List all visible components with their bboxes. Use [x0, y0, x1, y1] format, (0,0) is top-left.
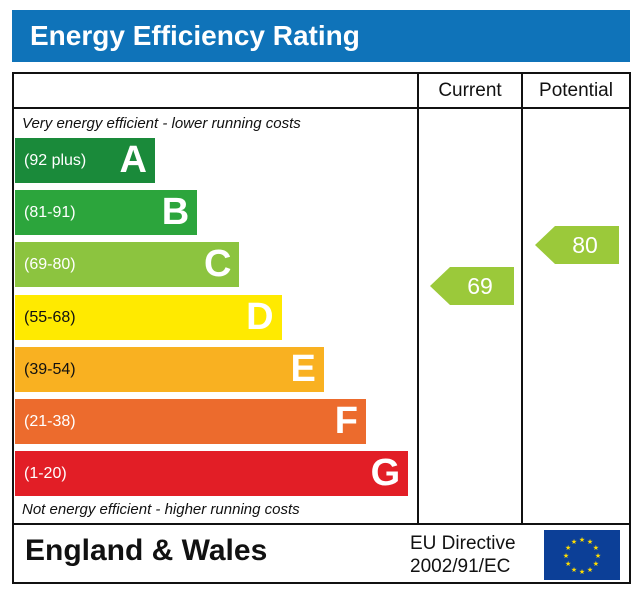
- band-letter: C: [203, 243, 232, 286]
- directive-line2: 2002/91/EC: [410, 556, 511, 577]
- band-letter: G: [370, 452, 401, 495]
- column-header-potential: Potential: [539, 80, 613, 101]
- band-d: (55-68) D: [15, 294, 282, 340]
- column-header-current: Current: [438, 80, 502, 101]
- band-range: (81-91): [24, 204, 76, 222]
- star-icon: ★: [571, 538, 577, 546]
- band-letter: D: [246, 295, 274, 338]
- star-icon: ★: [587, 566, 593, 574]
- band-range: (21-38): [24, 413, 76, 430]
- star-icon: ★: [579, 568, 585, 576]
- eu-directive: EU Directive 2002/91/EC: [410, 532, 516, 578]
- star-icon: ★: [563, 552, 569, 560]
- band-range: (69-80): [24, 256, 76, 274]
- band-range: (39-54): [24, 360, 76, 378]
- band-e: (39-54) E: [15, 346, 324, 392]
- band-g: (1-20) G: [15, 451, 409, 497]
- region-label: England & Wales: [25, 534, 268, 567]
- directive-line1: EU Directive: [410, 533, 516, 554]
- current-rating-arrow: 69: [430, 267, 514, 305]
- rating-table: [12, 72, 631, 584]
- star-icon: ★: [579, 536, 585, 544]
- band-letter: B: [161, 191, 190, 234]
- divider: [12, 523, 631, 525]
- bottom-note: Not energy efficient - higher running co…: [22, 501, 300, 518]
- divider: [521, 72, 523, 524]
- star-icon: ★: [565, 544, 571, 552]
- band-letter: F: [334, 400, 358, 442]
- band-f: (21-38) F: [15, 399, 366, 444]
- band-b: (81-91) B: [15, 190, 198, 236]
- band-range: (1-20): [24, 465, 67, 483]
- chart-title: Energy Efficiency Rating: [12, 10, 630, 62]
- star-icon: ★: [595, 552, 601, 560]
- star-icon: ★: [565, 560, 571, 568]
- divider: [12, 107, 631, 109]
- band-range: (92 plus): [24, 152, 87, 169]
- eu-flag-icon: ★★★★★★★★★ ★ ★★: [544, 530, 620, 580]
- top-note: Very energy efficient - lower running co…: [22, 115, 301, 132]
- band-c: (69-80) C: [15, 242, 240, 288]
- band-letter: E: [290, 347, 316, 390]
- star-icon: ★: [593, 560, 599, 568]
- star-icon: ★: [593, 544, 599, 552]
- star-icon: ★: [587, 538, 593, 546]
- divider: [417, 72, 419, 524]
- band-a: (92 plus) A: [15, 138, 155, 183]
- band-range: (55-68): [24, 308, 76, 326]
- band-letter: A: [119, 139, 147, 181]
- potential-rating-arrow: 80: [535, 226, 619, 264]
- star-icon: ★: [571, 566, 577, 574]
